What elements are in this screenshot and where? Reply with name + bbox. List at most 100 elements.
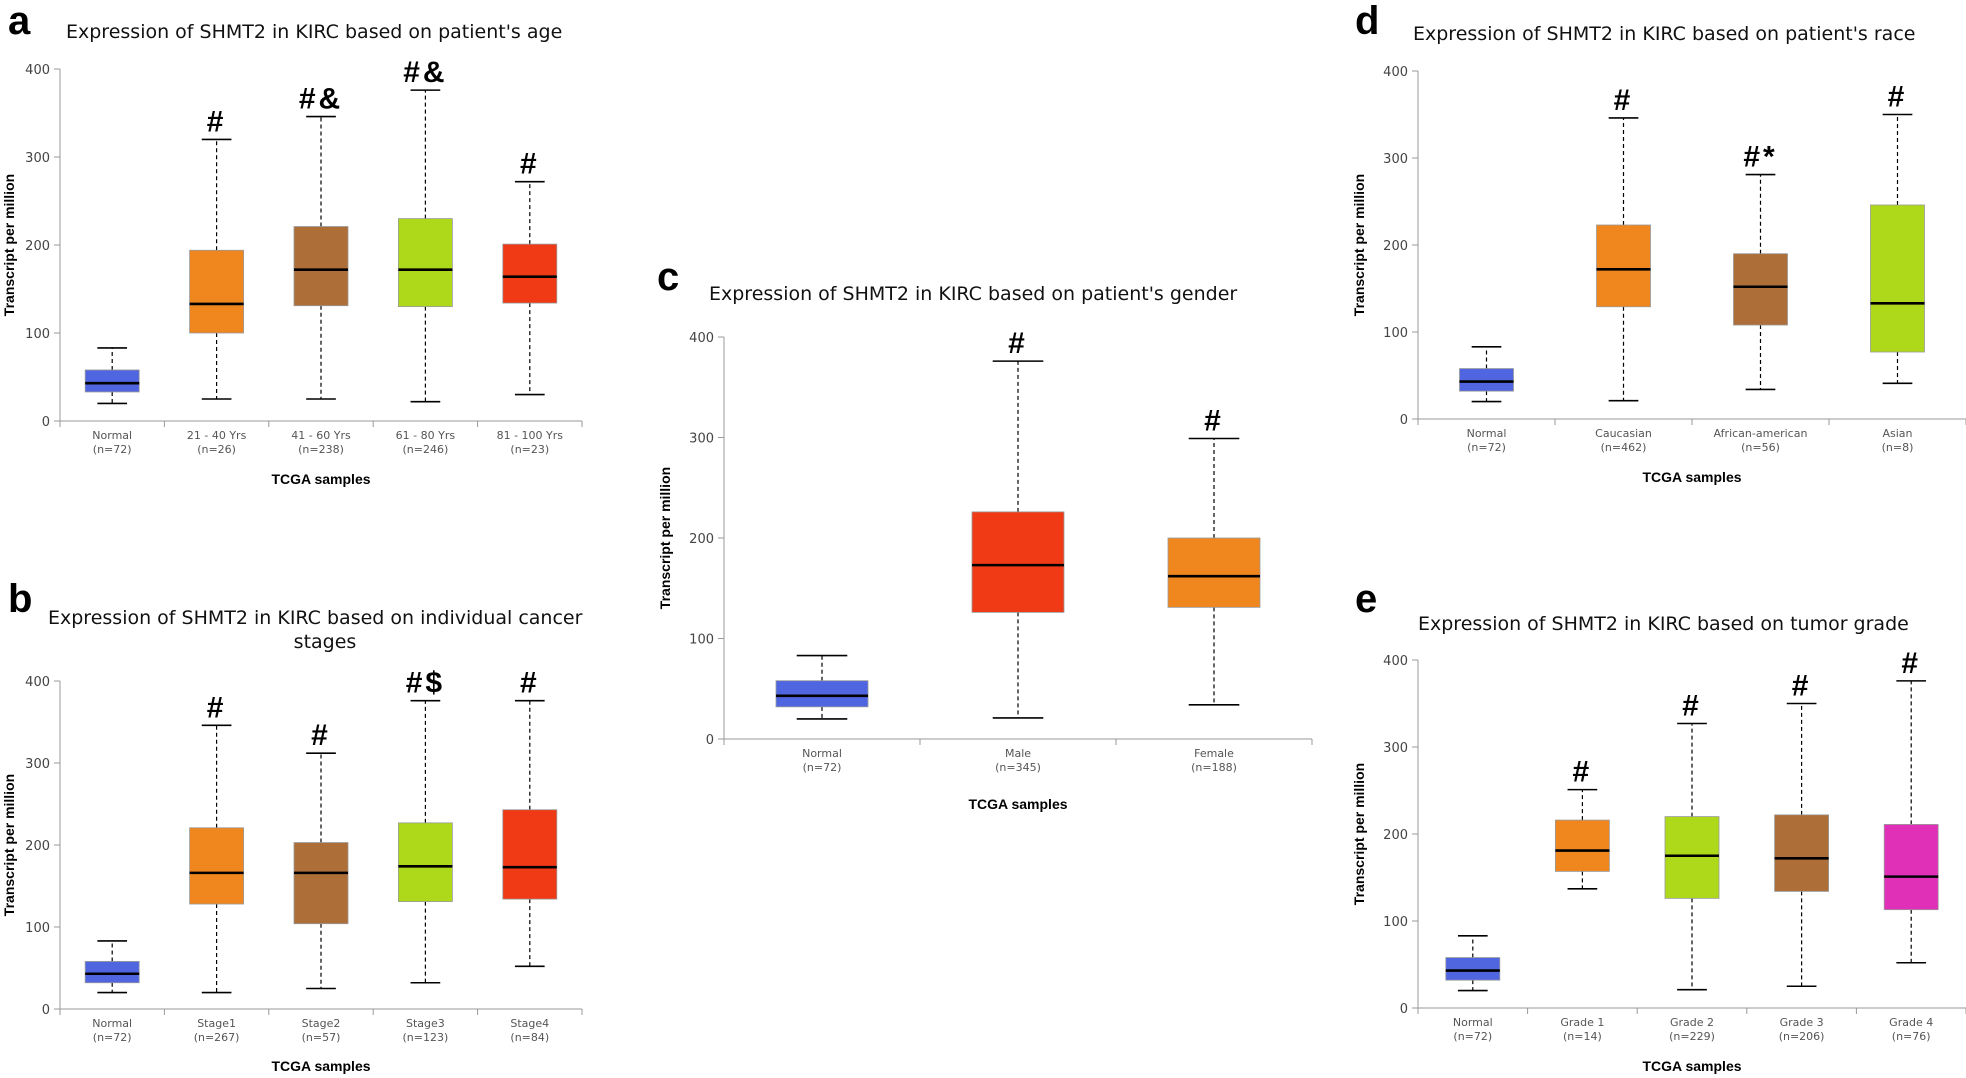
y-tick-label: 0	[1400, 1002, 1408, 1017]
category-count: (n=462)	[1601, 441, 1647, 454]
iqr-box	[775, 680, 869, 708]
y-tick-label: 200	[1383, 828, 1408, 843]
significance-marker: #	[1614, 84, 1634, 117]
chart-title: Expression of SHMT2 in KIRC based on ind…	[48, 607, 583, 629]
category-count: (n=72)	[93, 443, 132, 456]
category-label: Male	[1005, 747, 1031, 760]
box-stage2: Stage2(n=57) #	[293, 719, 349, 1044]
iqr-box	[397, 822, 453, 902]
category-count: (n=246)	[403, 443, 449, 456]
iqr-box	[1167, 537, 1261, 608]
chart-title: Expression of SHMT2 in KIRC based on pat…	[709, 283, 1237, 305]
panel-d: d Expression of SHMT2 in KIRC based on pa…	[1351, 0, 1966, 485]
box-normal: Normal(n=72)	[775, 654, 869, 774]
significance-marker: #	[520, 148, 540, 181]
category-count: (n=72)	[93, 1031, 132, 1044]
y-axis-title: Transcript per million	[1, 774, 17, 916]
iqr-box	[84, 369, 140, 393]
iqr-box	[293, 842, 349, 925]
y-tick-label: 0	[1400, 413, 1408, 428]
box-female: Female(n=188) #	[1167, 405, 1261, 774]
iqr-box	[1883, 824, 1939, 911]
category-label: 81 - 100 Yrs	[497, 429, 564, 442]
category-count: (n=206)	[1779, 1030, 1825, 1043]
x-axis-title: TCGA samples	[271, 471, 370, 487]
box-61-80-yrs: 61 - 80 Yrs(n=246) #&	[396, 56, 456, 456]
category-label: Caucasian	[1595, 427, 1652, 440]
y-tick-label: 100	[689, 633, 714, 648]
significance-marker: #	[1008, 327, 1028, 360]
y-axis-title: Transcript per million	[1351, 174, 1367, 316]
iqr-box	[502, 243, 558, 304]
y-tick-label: 200	[25, 239, 50, 254]
category-label: Normal	[1467, 427, 1507, 440]
category-label: Asian	[1882, 427, 1912, 440]
category-count: (n=72)	[803, 761, 842, 774]
category-label: Stage4	[510, 1017, 549, 1030]
iqr-box	[1733, 253, 1788, 326]
significance-marker: #	[520, 667, 540, 700]
box-asian: Asian(n=8) #	[1870, 81, 1925, 454]
iqr-box	[84, 961, 140, 984]
box-grade-4: Grade 4(n=76) #	[1883, 647, 1939, 1043]
iqr-box	[1459, 368, 1514, 392]
panel-letter: c	[657, 255, 679, 299]
y-tick-label: 300	[689, 432, 714, 447]
category-label: Normal	[1453, 1016, 1493, 1029]
category-label: Grade 2	[1670, 1016, 1714, 1029]
panel-letter: d	[1355, 0, 1379, 43]
iqr-box	[1445, 957, 1501, 981]
category-count: (n=57)	[302, 1031, 341, 1044]
category-count: (n=188)	[1191, 761, 1237, 774]
box-grade-3: Grade 3(n=206) #	[1774, 670, 1829, 1043]
y-tick-label: 300	[25, 757, 50, 772]
y-tick-label: 300	[1383, 152, 1408, 167]
significance-marker: #	[207, 105, 227, 138]
iqr-box	[1774, 814, 1829, 892]
category-label: 21 - 40 Yrs	[187, 429, 247, 442]
y-tick-label: 100	[25, 327, 50, 342]
category-count: (n=14)	[1563, 1030, 1602, 1043]
y-tick-label: 100	[1383, 915, 1408, 930]
category-label: Normal	[92, 429, 132, 442]
iqr-box	[1870, 204, 1925, 353]
panel-e: e Expression of SHMT2 in KIRC based on tu…	[1351, 577, 1966, 1074]
category-count: (n=72)	[1467, 441, 1506, 454]
y-tick-label: 400	[1383, 65, 1408, 80]
category-count: (n=238)	[298, 443, 344, 456]
box-41-60-yrs: 41 - 60 Yrs(n=238) #&	[291, 83, 351, 456]
y-tick-label: 400	[25, 63, 50, 78]
iqr-box	[1664, 816, 1720, 899]
box-normal: Normal(n=72)	[1445, 934, 1501, 1043]
iqr-box	[1555, 819, 1610, 872]
category-label: Grade 4	[1889, 1016, 1933, 1029]
y-tick-label: 400	[689, 331, 714, 346]
box-21-40-yrs: 21 - 40 Yrs(n=26) #	[187, 105, 247, 456]
y-tick-label: 0	[706, 733, 714, 748]
category-count: (n=72)	[1453, 1030, 1492, 1043]
significance-marker: #	[311, 719, 331, 752]
y-tick-label: 200	[689, 532, 714, 547]
chart-title: Expression of SHMT2 in KIRC based on pat…	[1413, 23, 1915, 45]
iqr-box	[1596, 224, 1651, 308]
category-count: (n=267)	[194, 1031, 240, 1044]
box-81-100-yrs: 81 - 100 Yrs(n=23) #	[497, 148, 564, 456]
x-axis-title: TCGA samples	[1642, 1058, 1741, 1074]
significance-marker: #*	[1743, 141, 1777, 174]
category-label: 41 - 60 Yrs	[291, 429, 351, 442]
significance-marker: #	[207, 691, 227, 724]
panel-letter: b	[8, 577, 32, 621]
y-tick-label: 200	[25, 839, 50, 854]
significance-marker: #	[1792, 670, 1812, 703]
panel-b: b Expression of SHMT2 in KIRC based on in…	[1, 577, 583, 1074]
y-tick-label: 0	[42, 415, 50, 430]
box-caucasian: Caucasian(n=462) #	[1595, 84, 1652, 454]
significance-marker: #	[1888, 81, 1908, 114]
iqr-box	[397, 218, 453, 308]
category-count: (n=8)	[1882, 441, 1914, 454]
box-stage4: Stage4(n=84) #	[502, 667, 558, 1044]
box-normal: Normal(n=72)	[84, 347, 140, 456]
significance-marker: #&	[403, 56, 447, 89]
x-axis-title: TCGA samples	[271, 1058, 370, 1074]
